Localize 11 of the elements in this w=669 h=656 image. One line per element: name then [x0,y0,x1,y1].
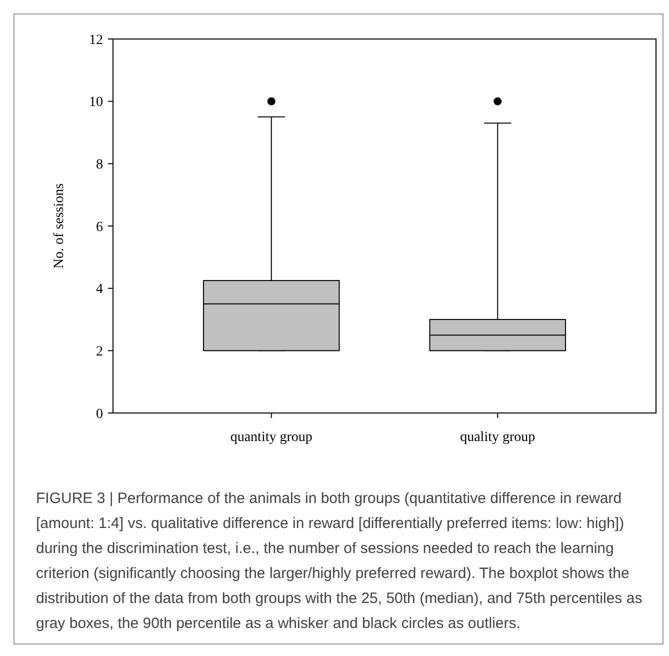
x-tick-label: quality group [460,430,536,445]
y-axis-title: No. of sessions [52,183,67,269]
caption: FIGURE 3 | Performance of the animals in both groups (quantitative difference in reward [amount: 1:4] vs. qualitative difference in reward [differentially preferred items: low: high]) during the discrimination test, i.e., the number of sessions needed to reach the learning criterion (significantly choosing the larger/highly preferred reward). The boxplot shows the distribution of the data from both groups with the 25, 50th (median), and 75th percentiles as gray boxes, the 90th percentile as a whisker and black circles as outliers. [36,489,644,634]
y-tick-label: 12 [89,32,103,48]
x-tick-label: quantity group [230,430,312,445]
y-tick-label: 4 [96,282,103,298]
y-tick-label: 8 [96,158,103,173]
y-tick-label: 2 [96,344,103,360]
y-tick-label: 0 [96,406,103,422]
y-tick-label: 6 [96,220,103,235]
y-tick-label: 10 [89,95,103,110]
